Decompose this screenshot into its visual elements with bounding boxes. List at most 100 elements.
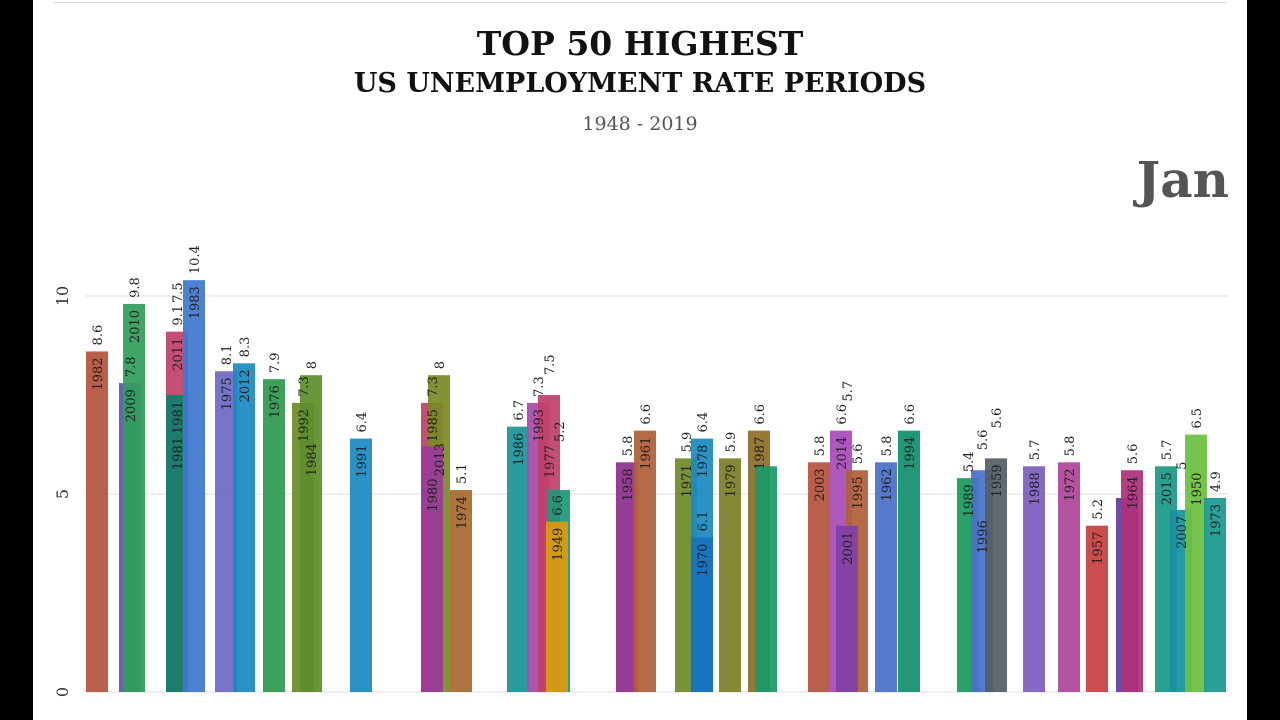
year-label: 2015: [1160, 472, 1175, 505]
year-label: 1949: [551, 528, 566, 561]
year-label: 1986: [512, 433, 527, 466]
year-label: 1995: [851, 476, 866, 509]
bar: [875, 462, 897, 692]
value-label: 6.6: [753, 404, 768, 425]
value-label: 6.6: [835, 404, 850, 425]
year-label: 1950: [1190, 473, 1205, 506]
value-label: 5.6: [851, 444, 866, 465]
value-label: 6.4: [355, 412, 370, 433]
year-label: 1993: [532, 409, 547, 442]
value-label: 9.1: [171, 305, 186, 326]
year-label: 1962: [880, 468, 895, 501]
top-divider: [53, 2, 1227, 3]
year-label: 2003: [813, 468, 828, 501]
year-label: 1992: [297, 409, 312, 442]
bar: [450, 490, 472, 692]
year-label: 2010: [128, 310, 143, 343]
value-label: 5.9: [724, 432, 739, 453]
value-label: 5.8: [880, 436, 895, 457]
year-label: 1989: [962, 484, 977, 517]
bar: [300, 375, 322, 692]
value-label: 7.3: [426, 376, 441, 397]
bar: [836, 525, 858, 692]
bar: [421, 446, 443, 692]
value-label: 5.6: [1126, 444, 1141, 465]
bar: [1023, 466, 1045, 692]
year-label: 1959: [990, 464, 1005, 497]
year-label: 1981: [171, 437, 186, 470]
bar: [898, 430, 920, 692]
year-label: 1979: [724, 464, 739, 497]
value-label: 7.5: [171, 282, 186, 303]
year-label: 1991: [355, 445, 370, 478]
value-label: 8: [305, 361, 320, 369]
bar: [808, 462, 830, 692]
value-label: 6.5: [1190, 408, 1205, 429]
value-label: 6.6: [903, 404, 918, 425]
value-label: 8: [433, 361, 448, 369]
bar: [123, 303, 145, 692]
value-label: 6.4: [696, 412, 711, 433]
grid-layer: [85, 295, 1228, 693]
bar: [215, 371, 237, 692]
value-label: 5.2: [553, 421, 568, 442]
chart-title-line2: US UNEMPLOYMENT RATE PERIODS: [353, 68, 927, 99]
value-label: 8.1: [220, 345, 235, 366]
value-label: 5.8: [813, 436, 828, 457]
value-label: 5.9: [680, 432, 695, 453]
value-label: 8.6: [91, 325, 106, 346]
year-label: 1961: [639, 437, 654, 470]
value-label: 4.9: [1209, 471, 1224, 492]
value-label: 5.7: [841, 381, 856, 402]
value-label: 9.8: [128, 277, 143, 298]
bar: [233, 363, 255, 692]
value-label: 7.9: [268, 352, 283, 373]
year-label: 1981: [171, 401, 186, 434]
year-label: 1980: [426, 478, 441, 511]
year-label: 1994: [903, 437, 918, 470]
value-label: 5.6: [976, 430, 991, 451]
year-label: 1974: [455, 496, 470, 529]
year-label: 2011: [171, 338, 186, 371]
bar: [719, 458, 741, 692]
bar: [166, 395, 188, 692]
chart-title: TOP 50 HIGHEST: [476, 24, 804, 63]
bar: [1086, 525, 1108, 692]
year-label: 1976: [268, 385, 283, 418]
y-tick-label: 5: [53, 489, 72, 499]
value-label: 10.4: [188, 245, 203, 274]
bar: [1058, 462, 1080, 692]
bar: [350, 438, 372, 692]
year-label: 1977: [543, 445, 558, 478]
value-label: 5.2: [1091, 499, 1106, 520]
value-label: 5.1: [455, 463, 470, 484]
bar: [1121, 470, 1143, 692]
year-label: 2001: [841, 532, 856, 565]
bar: [985, 458, 1007, 692]
value-label: 6.6: [639, 404, 654, 425]
value-label: 6.7: [512, 400, 527, 421]
bar: [1204, 497, 1226, 692]
value-label: 7.3: [532, 376, 547, 397]
y-tick-label: 10: [53, 286, 72, 306]
year-label: 1973: [1209, 504, 1224, 537]
value-label: 6.1: [696, 511, 711, 532]
year-label: 1985: [426, 409, 441, 442]
bar: [86, 351, 108, 692]
year-label: 1978: [696, 445, 711, 478]
bar: [263, 379, 285, 692]
bars-layer: [86, 280, 1226, 692]
value-label: 7.5: [543, 354, 558, 375]
bar: [616, 462, 638, 692]
year-label: 1984: [305, 443, 320, 476]
bar: [691, 537, 713, 692]
year-label: 1996: [976, 520, 991, 553]
year-label: 1983: [188, 286, 203, 319]
value-label: 5.7: [1028, 440, 1043, 461]
value-label: 5.7: [1160, 440, 1175, 461]
value-label: 7.8: [124, 356, 139, 377]
year-label: 1970: [696, 544, 711, 577]
bar: [183, 280, 205, 692]
